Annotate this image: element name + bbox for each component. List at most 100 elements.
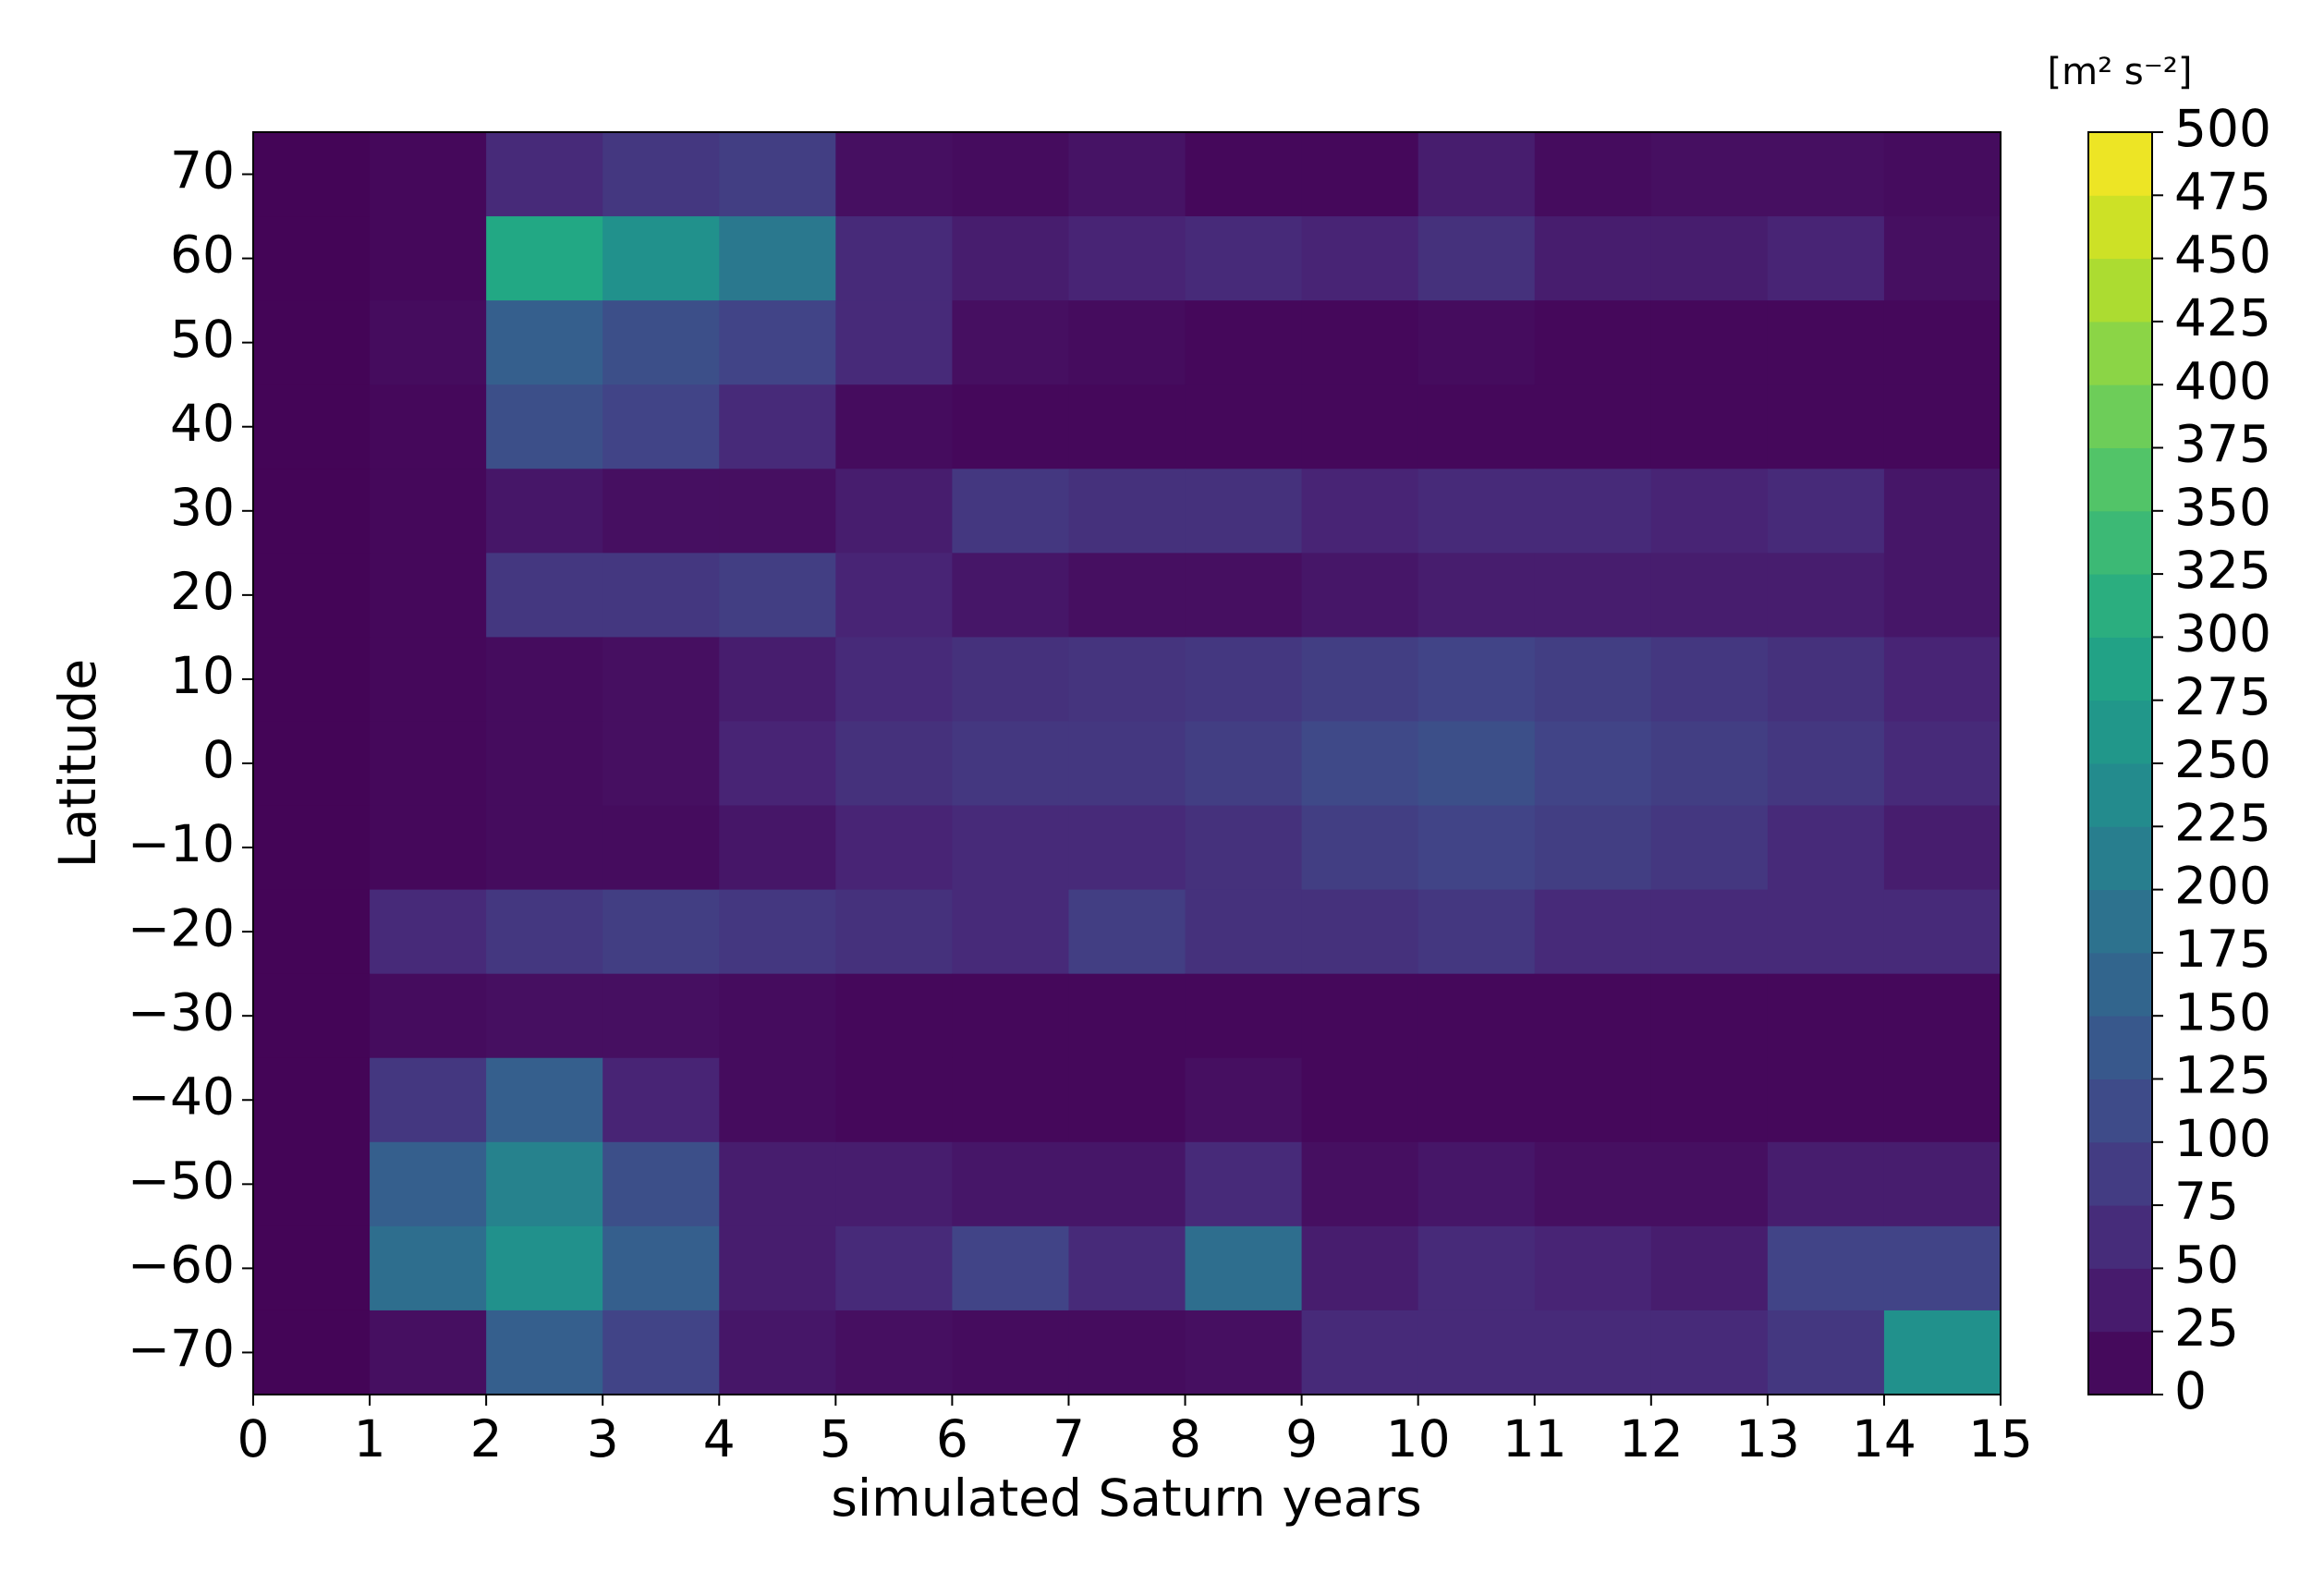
x-tick-label: 14	[1852, 1409, 1916, 1468]
y-tick-label: −40	[128, 1066, 235, 1126]
heatmap-cell	[719, 132, 836, 217]
heatmap-cell	[253, 889, 371, 975]
heatmap-cell	[1650, 973, 1769, 1059]
y-tick-label: −60	[128, 1236, 235, 1295]
y-tick-label: 30	[170, 478, 235, 537]
heatmap-cell	[370, 216, 487, 301]
heatmap-cell	[486, 1141, 603, 1227]
heatmap-cell	[1534, 889, 1652, 975]
heatmap-cell	[602, 1057, 720, 1143]
heatmap-cell	[1883, 889, 2002, 975]
heatmap-cell	[1534, 805, 1652, 891]
colorbar-segment	[2088, 321, 2152, 385]
heatmap-cell	[1883, 1225, 2002, 1311]
x-tick-label: 13	[1735, 1409, 1800, 1468]
y-tick-label: 10	[170, 646, 235, 705]
colorbar-segment	[2088, 447, 2152, 512]
heatmap-cell	[952, 1225, 1069, 1311]
heatmap-cell	[1301, 384, 1419, 469]
heatmap-cell	[370, 300, 487, 385]
heatmap-cell	[1418, 721, 1536, 807]
colorbar-tick-label: 325	[2174, 541, 2271, 600]
heatmap-cell	[719, 216, 836, 301]
heatmap-cell	[1185, 805, 1303, 891]
colorbar-tick-label: 50	[2174, 1236, 2239, 1295]
heatmap-cell	[253, 132, 371, 217]
heatmap-cell	[835, 1057, 953, 1143]
heatmap-cell	[602, 1141, 720, 1227]
heatmap-cell	[370, 805, 487, 891]
heatmap-cell	[1418, 1057, 1536, 1143]
x-tick-label: 8	[1169, 1409, 1201, 1468]
heatmap-cell	[952, 300, 1069, 385]
heatmap-cell	[1185, 216, 1303, 301]
heatmap-cell	[1418, 1141, 1536, 1227]
heatmap-cell	[1301, 1141, 1419, 1227]
colorbar-segment	[2088, 763, 2152, 827]
heatmap-cell	[370, 469, 487, 554]
colorbar-segment	[2088, 1268, 2152, 1333]
y-tick-label: 70	[170, 141, 235, 201]
colorbar-segment	[2088, 132, 2152, 196]
heatmap-cell	[1068, 973, 1186, 1059]
heatmap-cell	[1301, 132, 1419, 217]
heatmap-cell	[835, 1141, 953, 1227]
y-tick-label: 50	[170, 310, 235, 369]
heatmap-cell	[253, 805, 371, 891]
heatmap-cell	[1650, 1225, 1769, 1311]
colorbar-segment	[2088, 826, 2152, 891]
heatmap-cell	[1534, 721, 1652, 807]
heatmap-cell	[952, 1141, 1069, 1227]
colorbar-segment	[2088, 1141, 2152, 1206]
heatmap-cell	[370, 637, 487, 722]
heatmap-cell	[602, 216, 720, 301]
heatmap-cell	[1418, 553, 1536, 638]
heatmap-cell	[486, 721, 603, 807]
colorbar-tick-label: 500	[2174, 99, 2271, 158]
heatmap-cell	[1883, 384, 2002, 469]
y-tick-label: 20	[170, 562, 235, 621]
heatmap-cell	[602, 973, 720, 1059]
heatmap-cell	[486, 1225, 603, 1311]
colorbar-tick-label: 275	[2174, 667, 2271, 726]
heatmap-cell	[1418, 637, 1536, 722]
x-tick-label: 3	[587, 1409, 619, 1468]
heatmap-cell	[486, 973, 603, 1059]
heatmap-cell	[1650, 637, 1769, 722]
heatmap-cell	[1883, 469, 2002, 554]
heatmap-cell	[1650, 889, 1769, 975]
heatmap-cell	[1883, 805, 2002, 891]
heatmap-cell	[1650, 1141, 1769, 1227]
colorbar-segment	[2088, 1078, 2152, 1143]
heatmap-cell	[1767, 1310, 1885, 1395]
heatmap-cell	[719, 973, 836, 1059]
heatmap-cell	[1068, 132, 1186, 217]
heatmap-cell	[1068, 1141, 1186, 1227]
heatmap-cell	[952, 1310, 1069, 1395]
heatmap-cell	[719, 721, 836, 807]
y-tick-label: −50	[128, 1151, 235, 1210]
colorbar-segment	[2088, 574, 2152, 638]
heatmap-cell	[1767, 721, 1885, 807]
heatmap-cell	[602, 1310, 720, 1395]
heatmap-cell	[1068, 805, 1186, 891]
heatmap-cell	[1185, 469, 1303, 554]
heatmap-cell	[253, 1225, 371, 1311]
colorbar-segment	[2088, 1205, 2152, 1269]
colorbar-tick-label: 350	[2174, 478, 2271, 537]
heatmap-cell	[370, 132, 487, 217]
heatmap-cell	[1883, 300, 2002, 385]
heatmap-cell	[1883, 721, 2002, 807]
y-axis-label: Latitude	[48, 659, 107, 868]
heatmap-cell	[1767, 132, 1885, 217]
heatmap-cell	[835, 889, 953, 975]
heatmap-cell	[602, 889, 720, 975]
heatmap-cell	[835, 973, 953, 1059]
colorbar-segment	[2088, 1331, 2152, 1395]
heatmap-cell	[1650, 132, 1769, 217]
heatmap-cell	[253, 469, 371, 554]
heatmap-cell	[1185, 973, 1303, 1059]
heatmap-cell	[1418, 889, 1536, 975]
heatmap-cell	[1301, 721, 1419, 807]
colorbar-segment	[2088, 258, 2152, 323]
